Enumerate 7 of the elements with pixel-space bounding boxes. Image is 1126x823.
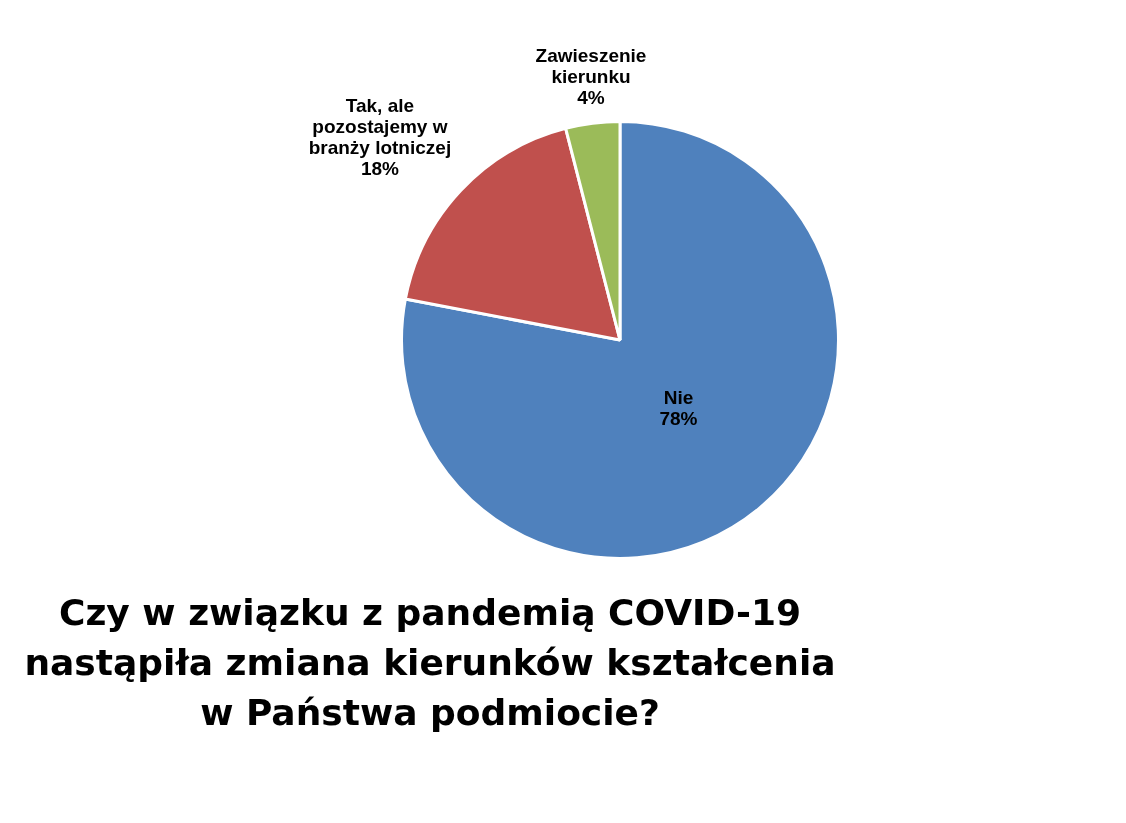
data-label: 4%	[577, 86, 605, 108]
slice-label: Tak, ale pozostajemy w branży lotniczej	[308, 95, 452, 159]
data-label: 18%	[360, 158, 400, 180]
slice-label: Zawieszenie kierunku	[535, 44, 647, 87]
text: Czy w związku z pandemią COVID-19 nastąpiła zmiana kierunków kształcenia w Państwa podmiocie?	[23, 591, 837, 735]
data-label: 78%	[659, 408, 698, 430]
slice-label: Nie	[663, 387, 694, 409]
